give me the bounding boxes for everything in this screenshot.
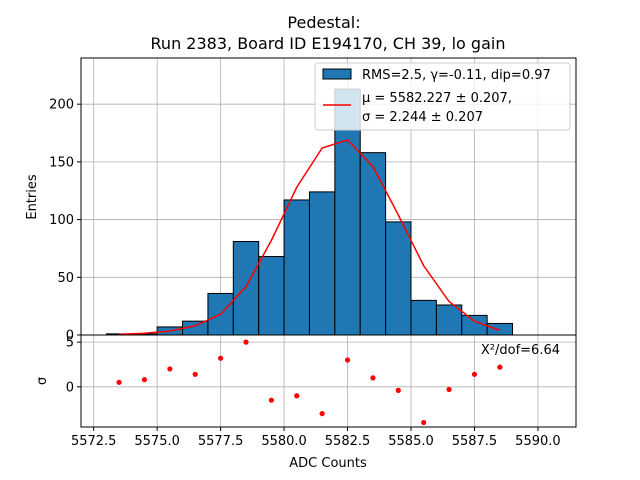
x-tick-label: 5572.5 [71,434,117,449]
legend: RMS=2.5, γ=-0.11, dip=0.97 μ = 5582.227 … [314,62,571,131]
residual-point [319,411,325,417]
histogram-y-axis-label: Entries [25,174,40,220]
chart-title-line1: Pedestal: [287,13,360,32]
chi2-annotation: X²/dof=6.64 [481,343,560,358]
histogram-y-tick-label: 150 [49,155,74,170]
chart-title-line2: Run 2383, Board ID E194170, CH 39, lo ga… [151,34,506,53]
histogram-bar [232,241,260,336]
legend-box [314,62,571,131]
histogram-bar [283,199,310,336]
x-tick-label: 5582.5 [325,434,371,449]
histogram-y-tick-label: 0 [66,329,74,344]
residual-point [370,375,376,381]
legend-histogram-swatch [322,68,352,80]
residual-grid [81,335,576,427]
x-tick-label: 5577.5 [198,434,244,449]
residual-y-tick-label: 5 [66,336,74,351]
x-tick-label: 5575.0 [134,434,180,449]
histogram-bar [308,191,336,336]
x-axis-label: ADC Counts [289,456,367,471]
x-tick-label: 5590.0 [515,434,561,449]
gaussian-fit-line [119,139,501,336]
legend-histogram-label: RMS=2.5, γ=-0.11, dip=0.97 [362,68,551,83]
histogram-y-tick-label: 50 [57,271,74,286]
residual-y-tick-label: 0 [66,380,74,395]
legend-fit-label-sigma: σ = 2.244 ± 0.207 [362,110,483,125]
residual-point [294,393,300,399]
x-tick-label: 5585.0 [388,434,434,449]
residual-point [344,357,351,363]
residual-point [446,386,452,393]
residual-point [116,379,122,385]
histogram-bar [461,314,488,336]
histogram-y-tick-label: 200 [49,98,74,113]
residual-point [395,387,401,393]
residual-frame [80,334,577,428]
residual-y-ticks: 05 [66,336,81,395]
x-tick-label: 5580.0 [261,434,307,449]
histogram-bar [435,304,463,336]
residual-point [141,377,148,383]
histogram-y-ticks: 0 50 100 150 200 [49,98,81,344]
histogram-bar [385,221,412,336]
residual-x-ticks: 5572.5 5575.0 5577.5 5580.0 5582.5 5585.0 5587… [71,427,561,449]
residual-panel: 05 5572.5 5575.0 5577.5 5580.0 5582.5 5585.0 5… [35,334,577,471]
residual-point [167,366,173,372]
residual-points [116,339,503,426]
histogram-bar [258,256,285,336]
residual-y-axis-label: σ [35,377,50,385]
residual-point [218,355,224,361]
histogram-bar [486,322,514,336]
histogram-bar [359,152,387,336]
x-tick-label: 5587.5 [452,434,498,449]
residual-point [421,419,427,426]
histogram-y-tick-label: 100 [49,213,74,228]
residual-point [471,371,478,377]
legend-fit-label-mu: μ = 5582.227 ± 0.207, [362,91,512,106]
residual-point [268,397,274,403]
residual-point [497,364,503,370]
residual-point [192,371,198,377]
residual-point [243,339,249,345]
histogram-bar [410,299,437,336]
